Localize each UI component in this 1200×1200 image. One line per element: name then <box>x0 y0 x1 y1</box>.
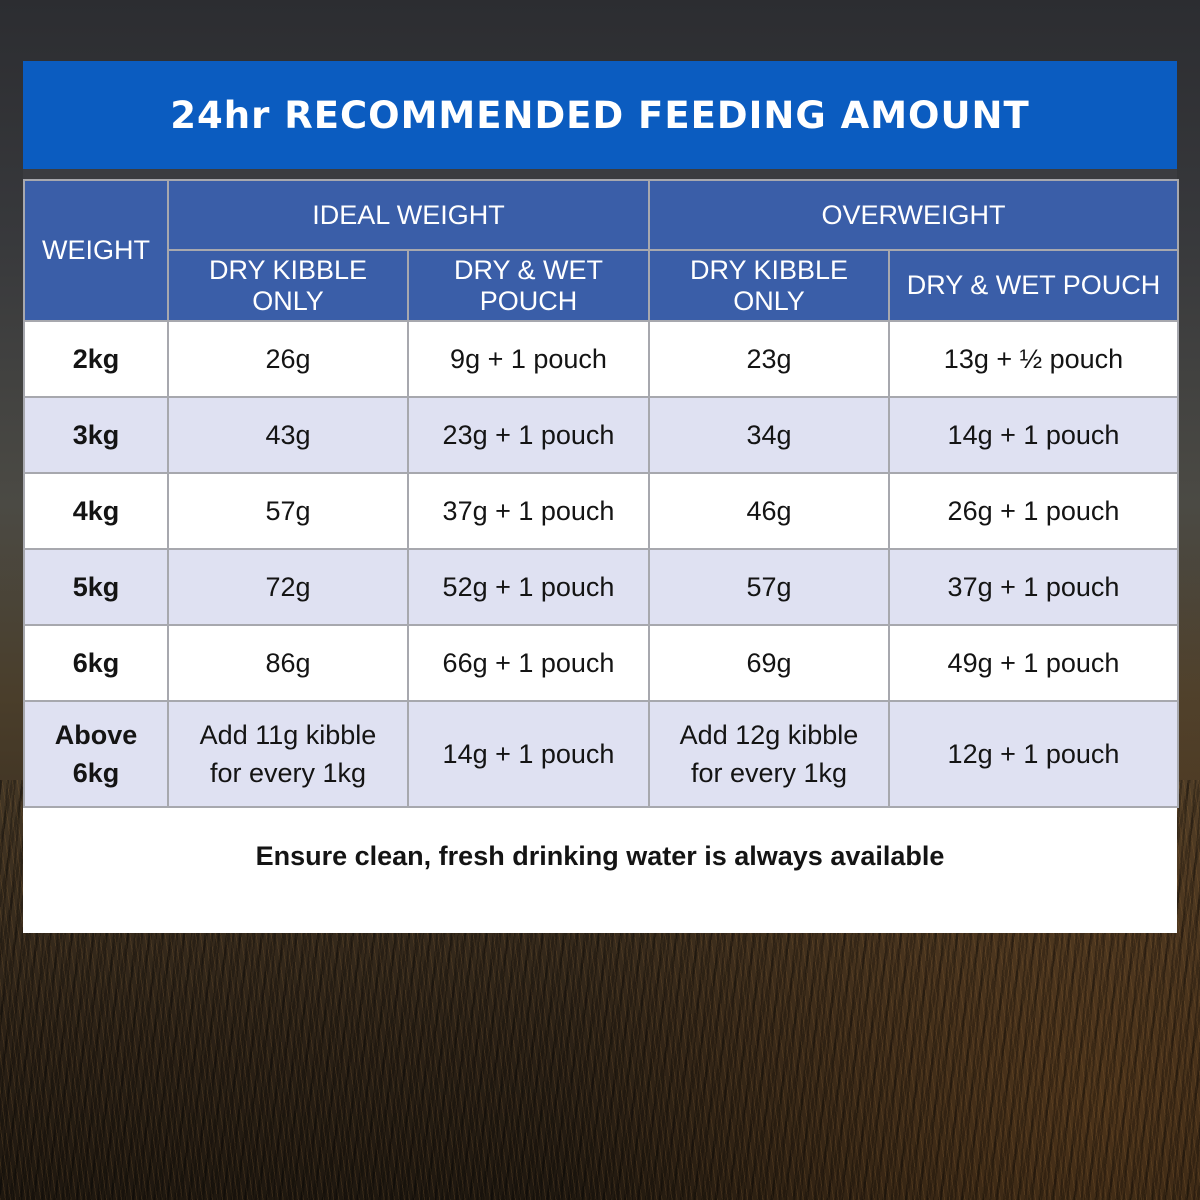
table-row: 6kg 86g 66g + 1 pouch 69g 49g + 1 pouch <box>23 624 1179 702</box>
over-dry-line-1: Add 12g kibble <box>679 720 859 750</box>
over-wet-cell: 37g + 1 pouch <box>888 548 1179 626</box>
over-dry-cell: 23g <box>648 320 890 398</box>
ideal-dry-cell: 72g <box>167 548 409 626</box>
ideal-wet-cell: 52g + 1 pouch <box>407 548 650 626</box>
header-over-dry-wet-pouch: DRY & WET POUCH <box>888 249 1179 322</box>
weight-cell: 6kg <box>23 624 169 702</box>
table-row: 3kg 43g 23g + 1 pouch 34g 14g + 1 pouch <box>23 396 1179 474</box>
ideal-wet-cell: 14g + 1 pouch <box>407 700 650 808</box>
water-footnote: Ensure clean, fresh drinking water is al… <box>255 841 945 871</box>
page-title: 24hr RECOMMENDED FEEDING AMOUNT <box>170 93 1030 137</box>
ideal-wet-cell: 23g + 1 pouch <box>407 396 650 474</box>
title-banner: 24hr RECOMMENDED FEEDING AMOUNT <box>23 61 1177 169</box>
weight-cell: 2kg <box>23 320 169 398</box>
ideal-dry-cell: 26g <box>167 320 409 398</box>
ideal-dry-cell: 57g <box>167 472 409 550</box>
over-wet-cell: 26g + 1 pouch <box>888 472 1179 550</box>
over-dry-cell: 57g <box>648 548 890 626</box>
over-dry-cell: 69g <box>648 624 890 702</box>
header-over-dry-kibble: DRY KIBBLE ONLY <box>648 249 890 322</box>
table-row: 4kg 57g 37g + 1 pouch 46g 26g + 1 pouch <box>23 472 1179 550</box>
weight-cell: Above 6kg <box>23 700 169 808</box>
banner-divider <box>23 169 1177 179</box>
over-wet-cell: 13g + ½ pouch <box>888 320 1179 398</box>
feeding-guide-card: 24hr RECOMMENDED FEEDING AMOUNT WEIGHT I… <box>23 61 1179 933</box>
weight-cell: 3kg <box>23 396 169 474</box>
ideal-dry-line-1: Add 11g kibble <box>199 720 377 750</box>
ideal-wet-cell: 66g + 1 pouch <box>407 624 650 702</box>
ideal-dry-cell: 86g <box>167 624 409 702</box>
ideal-wet-cell: 9g + 1 pouch <box>407 320 650 398</box>
header-overweight: OVERWEIGHT <box>648 179 1179 251</box>
over-dry-line-2: for every 1kg <box>690 758 848 788</box>
over-wet-cell: 12g + 1 pouch <box>888 700 1179 808</box>
header-ideal-dry-wet-pouch: DRY & WET POUCH <box>407 249 650 322</box>
header-ideal-dry-kibble: DRY KIBBLE ONLY <box>167 249 409 322</box>
ideal-dry-cell: 43g <box>167 396 409 474</box>
weight-cell: 4kg <box>23 472 169 550</box>
header-ideal-weight: IDEAL WEIGHT <box>167 179 650 251</box>
table-row: Above 6kg Add 11g kibble for every 1kg 1… <box>23 700 1179 808</box>
weight-line-2: 6kg <box>72 758 120 788</box>
over-wet-cell: 14g + 1 pouch <box>888 396 1179 474</box>
weight-cell: 5kg <box>23 548 169 626</box>
feeding-table: WEIGHT IDEAL WEIGHT OVERWEIGHT DRY KIBBL… <box>23 179 1179 808</box>
ideal-dry-cell: Add 11g kibble for every 1kg <box>167 700 409 808</box>
header-weight: WEIGHT <box>23 179 169 322</box>
table-row: 2kg 26g 9g + 1 pouch 23g 13g + ½ pouch <box>23 320 1179 398</box>
over-dry-cell: 46g <box>648 472 890 550</box>
table-row: 5kg 72g 52g + 1 pouch 57g 37g + 1 pouch <box>23 548 1179 626</box>
ideal-dry-line-2: for every 1kg <box>209 758 367 788</box>
over-dry-cell: 34g <box>648 396 890 474</box>
ideal-wet-cell: 37g + 1 pouch <box>407 472 650 550</box>
over-dry-cell: Add 12g kibble for every 1kg <box>648 700 890 808</box>
weight-line-1: Above <box>54 720 138 750</box>
over-wet-cell: 49g + 1 pouch <box>888 624 1179 702</box>
